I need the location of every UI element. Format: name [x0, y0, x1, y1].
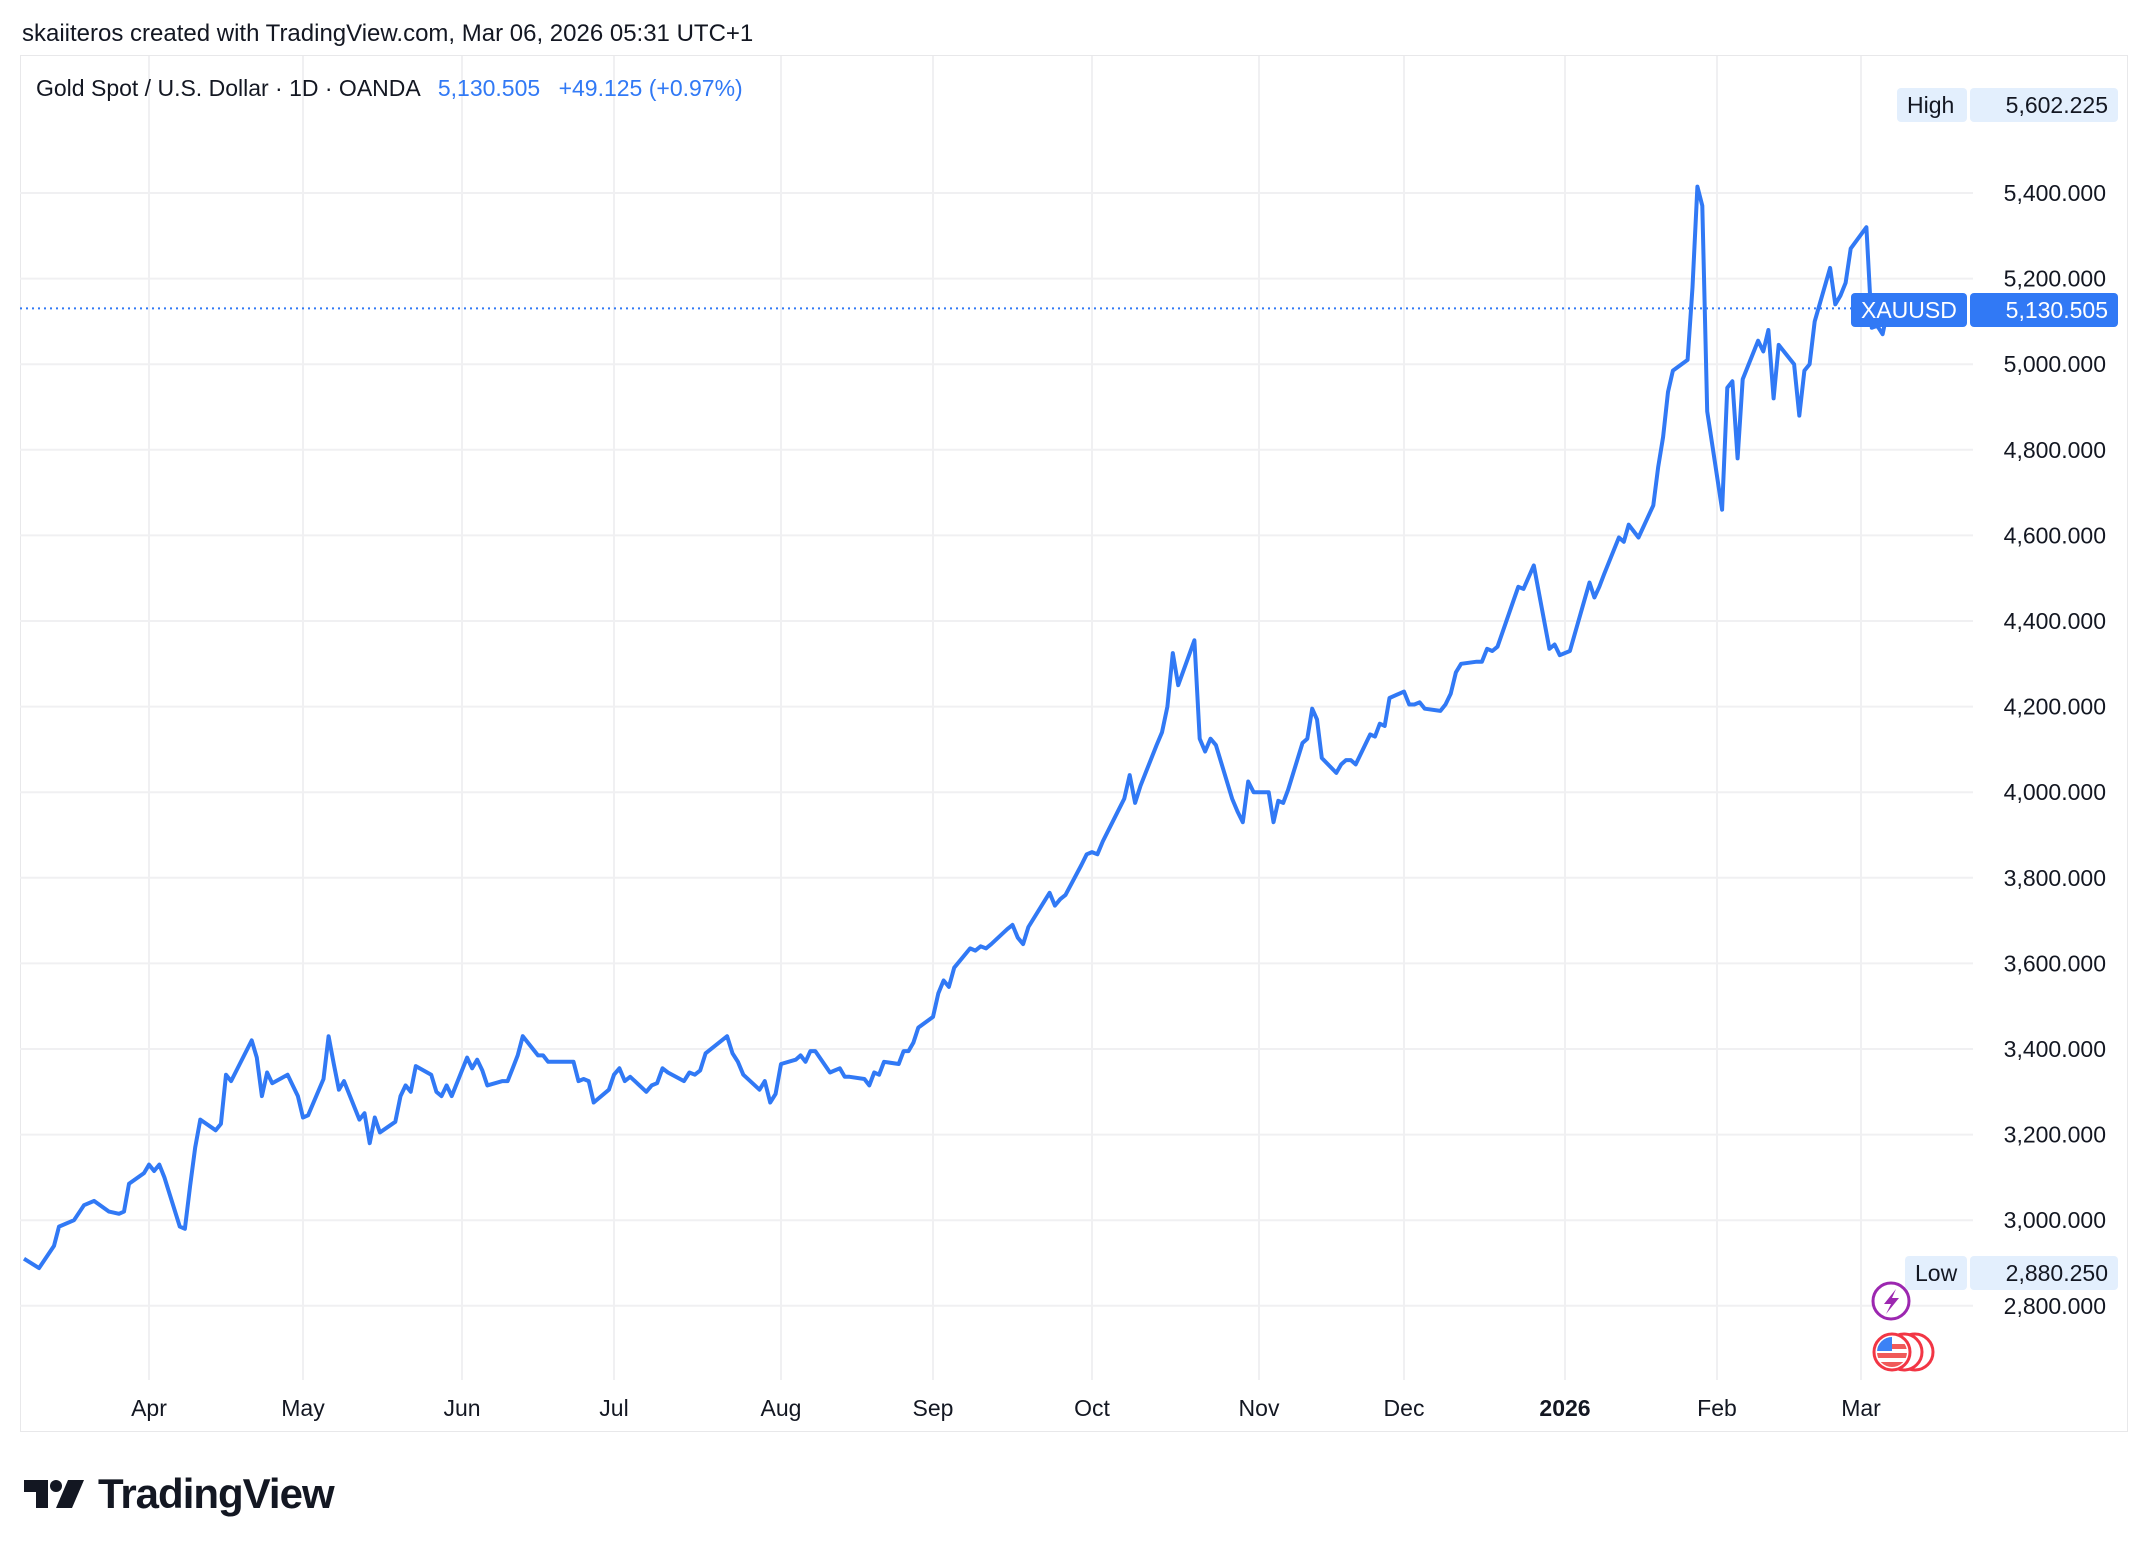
price-tick-label: 4,000.000: [2004, 779, 2106, 805]
ticker-label: XAUUSD: [1851, 293, 1967, 327]
price-tick-label: 4,200.000: [2004, 694, 2106, 720]
price-line-series: [22, 184, 1890, 1271]
price-tick-label: 4,800.000: [2004, 437, 2106, 463]
time-tick-label: Aug: [761, 1395, 802, 1421]
time-tick-label: Apr: [131, 1395, 167, 1421]
time-tick-label: Jul: [599, 1395, 628, 1421]
high-value: 5,602.225: [1970, 88, 2118, 122]
price-tick-label: 2,800.000: [2004, 1293, 2106, 1319]
time-tick-label: Mar: [1841, 1395, 1881, 1421]
time-tick-label: Dec: [1384, 1395, 1425, 1421]
price-tick-label: 3,000.000: [2004, 1207, 2106, 1233]
time-tick-label: Nov: [1239, 1395, 1280, 1421]
symbol-title[interactable]: Gold Spot / U.S. Dollar · 1D · OANDA: [36, 75, 420, 101]
low-label: Low: [1905, 1256, 1967, 1290]
price-axis[interactable]: 5,400.000 5,200.000 5,000.000 4,800.000 4,60…: [2004, 180, 2106, 1319]
price-tick-label: 5,000.000: [2004, 351, 2106, 377]
high-label: High: [1897, 88, 1967, 122]
time-tick-label: Jun: [443, 1395, 480, 1421]
tradingview-logo-icon: [24, 1480, 84, 1508]
price-tick-label: 3,600.000: [2004, 950, 2106, 976]
price-tick-label: 4,400.000: [2004, 608, 2106, 634]
symbol-legend: Gold Spot / U.S. Dollar · 1D · OANDA 5,1…: [36, 75, 743, 102]
price-change: +49.125 (+0.97%): [558, 75, 743, 101]
grid: [20, 56, 1973, 1380]
lightning-event-icon[interactable]: [1871, 1281, 1911, 1321]
price-tick-label: 3,800.000: [2004, 865, 2106, 891]
time-axis[interactable]: Apr May Jun Jul Aug Sep Oct Nov Dec 2026 Feb Mar: [131, 1395, 1881, 1421]
price-tick-label: 5,400.000: [2004, 180, 2106, 206]
chart-caption: skaiiteros created with TradingView.com,…: [22, 20, 754, 47]
price-tick-label: 3,200.000: [2004, 1122, 2106, 1148]
time-tick-label: Feb: [1697, 1395, 1737, 1421]
time-tick-label: Sep: [913, 1395, 954, 1421]
time-tick-label: Oct: [1074, 1395, 1110, 1421]
us-flag-event-icon[interactable]: [1872, 1332, 1935, 1372]
chart-frame: [20, 55, 2128, 1432]
time-tick-label: 2026: [1539, 1395, 1590, 1421]
ticker-price: 5,130.505: [1970, 293, 2118, 327]
price-tick-label: 4,600.000: [2004, 522, 2106, 548]
tradingview-logo[interactable]: TradingView: [24, 1470, 335, 1518]
tradingview-wordmark: TradingView: [98, 1470, 335, 1517]
time-tick-label: May: [281, 1395, 325, 1421]
price-tick-label: 3,400.000: [2004, 1036, 2106, 1062]
last-price: 5,130.505: [437, 75, 541, 101]
price-tick-label: 5,200.000: [2004, 266, 2106, 292]
low-value: 2,880.250: [1970, 1256, 2118, 1290]
